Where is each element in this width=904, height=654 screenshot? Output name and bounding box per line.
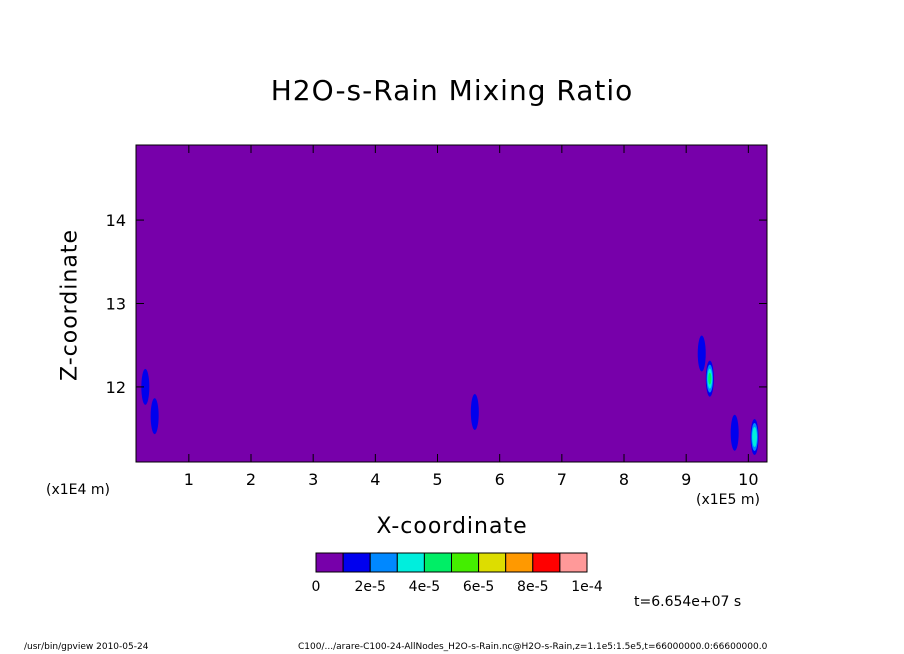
x-tick-label: 8 (619, 470, 629, 489)
colorbar-label: 4e-5 (409, 579, 440, 595)
colorbar-swatch (396, 552, 425, 573)
colorbar-swatch (315, 552, 344, 573)
colorbar-swatch (559, 552, 588, 573)
colorbar-swatch (532, 552, 561, 573)
x-tick-label: 5 (432, 470, 442, 489)
x-tick-label: 4 (370, 470, 380, 489)
y-tick-label: 12 (106, 378, 126, 397)
colorbar: 0 2e-5 4e-5 6e-5 8e-5 1e-4 (312, 552, 603, 595)
colorbar-label: 0 (312, 579, 321, 595)
colorbar-label: 1e-4 (571, 579, 603, 595)
x-tick-label: 1 (184, 470, 194, 489)
colorbar-swatch (505, 552, 534, 573)
z-unit-label: (x1E4 m) (46, 482, 110, 498)
colorbar-swatch (423, 552, 452, 573)
x-tick-label: 9 (681, 470, 691, 489)
colorbar-swatch (369, 552, 398, 573)
contour-level-mark (141, 368, 150, 405)
colorbar-label: 2e-5 (354, 579, 385, 595)
x-tick-label: 7 (557, 470, 567, 489)
contour-level-mark (708, 372, 712, 385)
contour-level-mark (730, 414, 739, 451)
y-tick-label: 14 (106, 211, 126, 230)
footer-program-date: /usr/bin/gpview 2010-05-24 (24, 642, 149, 652)
x-tick-label: 3 (308, 470, 318, 489)
x-tick-label: 2 (246, 470, 256, 489)
colorbar-swatch (451, 552, 480, 573)
contour-level-mark (470, 393, 479, 430)
x-tick-label: 6 (495, 470, 505, 489)
colorbar-label: 6e-5 (463, 579, 494, 595)
x-axis-ticks: 1 2 3 4 5 6 7 8 9 10 (184, 145, 759, 489)
time-label: t=6.654e+07 s (634, 594, 742, 610)
x-axis-label: X-coordinate (376, 514, 528, 539)
chart-title: H2O-s-Rain Mixing Ratio (270, 74, 634, 107)
contour-level-mark (150, 398, 159, 435)
colorbar-label: 8e-5 (517, 579, 548, 595)
footer-data-source: C100/.../arare-C100-24-AllNodes_H2O-s-Ra… (298, 642, 768, 652)
y-axis-ticks: 12 13 14 (106, 211, 767, 397)
contour-features (141, 335, 759, 455)
colorbar-swatch (478, 552, 507, 573)
contour-level-mark (697, 335, 706, 372)
plot-background (136, 145, 767, 462)
contour-level-mark (752, 426, 757, 447)
y-tick-label: 13 (106, 295, 126, 314)
x-unit-label: (x1E5 m) (696, 492, 760, 508)
x-tick-label: 10 (738, 470, 758, 489)
y-axis-label: Z-coordinate (57, 229, 83, 381)
colorbar-swatch (342, 552, 371, 573)
